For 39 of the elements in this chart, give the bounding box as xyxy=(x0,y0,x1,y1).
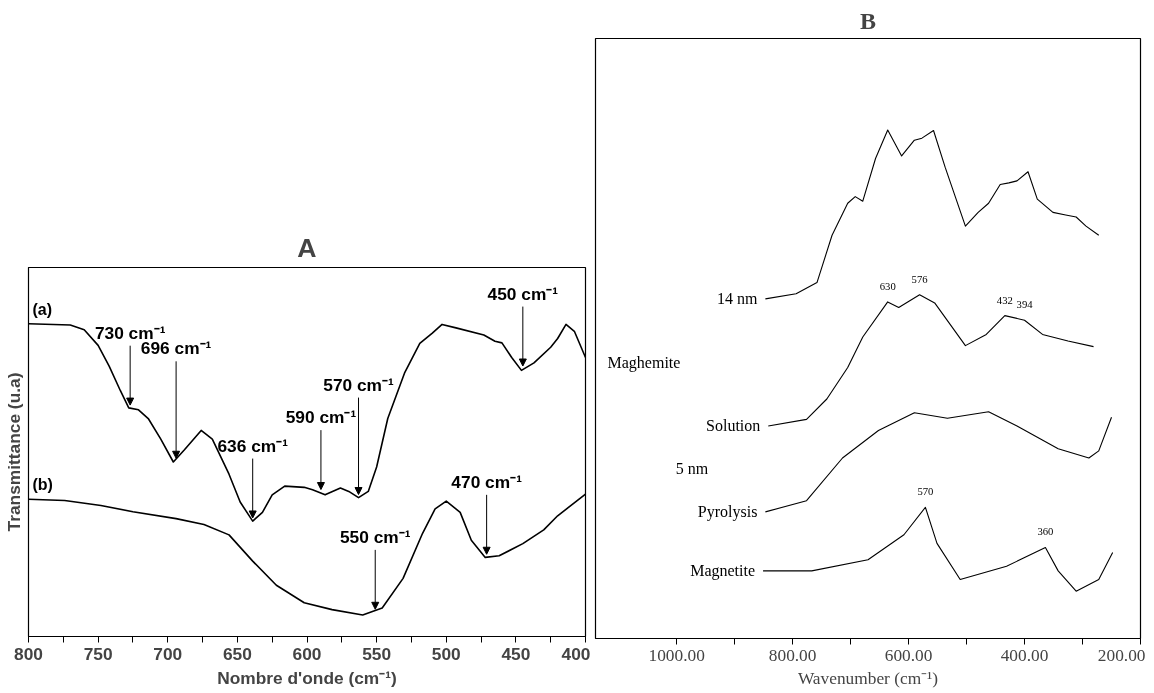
x-axis-title: Wavenumber (cm⁻¹) xyxy=(797,668,939,688)
annotation: 590 cm⁻¹ xyxy=(285,407,357,428)
series-label: Solution xyxy=(706,417,761,435)
x-tick-label: 400 xyxy=(561,643,591,664)
chart-title: B xyxy=(860,7,877,34)
chart-title: A xyxy=(297,232,317,263)
x-tick-label: 600 xyxy=(292,643,322,664)
annotation: 576 xyxy=(911,273,929,285)
x-tick-label: 600.00 xyxy=(884,645,933,665)
x-tick-label: 550 xyxy=(362,643,392,664)
annotation: 550 cm⁻¹ xyxy=(339,526,411,547)
series-label: Magnetite xyxy=(690,562,756,581)
x-axis-title: Nombre d'onde (cm⁻¹) xyxy=(217,667,397,688)
annotation: Maghemite xyxy=(607,353,681,372)
annotation: 360 xyxy=(1037,526,1054,538)
y-axis-title: Transmittance (u.a) xyxy=(3,372,24,532)
annotation: 5 nm xyxy=(675,460,709,478)
annotation: 450 cm⁻¹ xyxy=(487,283,559,304)
series-label: 14 nm xyxy=(716,290,758,308)
series-label: (b) xyxy=(32,476,53,494)
annotation: 394 xyxy=(1016,299,1034,311)
annotation: 432 xyxy=(996,294,1013,306)
x-tick-label: 650 xyxy=(222,643,252,664)
x-tick-label: 800 xyxy=(14,643,43,664)
series-label: Pyrolysis xyxy=(697,503,758,522)
x-tick-label: 800.00 xyxy=(768,645,817,665)
annotation: 630 xyxy=(879,280,896,292)
annotation: 636 cm⁻¹ xyxy=(217,435,289,456)
x-tick-label: 1000.00 xyxy=(648,645,705,665)
x-tick-label: 400.00 xyxy=(1000,645,1049,665)
x-tick-label: 450 xyxy=(501,643,531,664)
x-tick-label: 700 xyxy=(153,643,183,664)
x-tick-label: 500 xyxy=(431,643,461,664)
x-tick-label: 200.00 xyxy=(1097,645,1146,665)
series-label: (a) xyxy=(32,300,53,318)
x-tick-label: 750 xyxy=(83,643,113,664)
annotation: 570 cm⁻¹ xyxy=(323,374,395,395)
annotation: 570 xyxy=(917,486,934,498)
annotation: 470 cm⁻¹ xyxy=(451,471,523,492)
